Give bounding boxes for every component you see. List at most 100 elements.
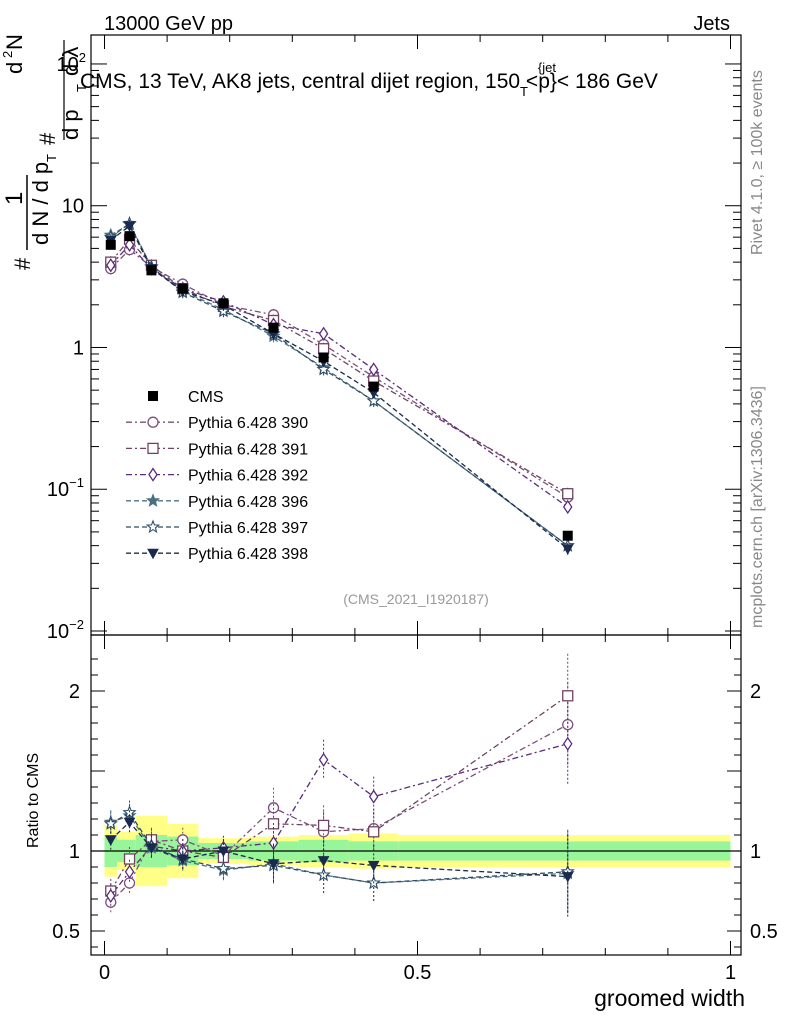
series-point bbox=[562, 488, 574, 500]
ratio-panel-frame bbox=[90, 634, 742, 956]
legend-item-2: Pythia 6.428 392 bbox=[126, 467, 308, 485]
series-ratio-line bbox=[110, 815, 568, 884]
data-point bbox=[146, 265, 157, 276]
series-ratio-point bbox=[103, 816, 118, 830]
series-ratio-point bbox=[561, 872, 574, 883]
series-ratio-point bbox=[176, 854, 189, 866]
x-axis-label: groomed width bbox=[594, 985, 745, 1011]
ratio-tick-label-right: 2 bbox=[750, 681, 761, 703]
legend-item-5: Pythia 6.428 398 bbox=[126, 546, 308, 563]
series-ratio-point bbox=[124, 864, 135, 879]
series-ratio-point bbox=[317, 856, 330, 867]
legend-label: Pythia 6.428 396 bbox=[188, 494, 308, 511]
y-label-n: N bbox=[2, 34, 27, 50]
series-ratio-point bbox=[216, 861, 231, 875]
data-point bbox=[124, 231, 135, 242]
legend-label: Pythia 6.428 398 bbox=[188, 546, 308, 563]
y-axis-label: # 1 d N / d p T # d 2 N d p T d λ bbox=[0, 34, 89, 270]
series-ratio-point bbox=[368, 789, 379, 804]
legend-label: Pythia 6.428 390 bbox=[188, 415, 308, 432]
header-right: Jets bbox=[693, 13, 730, 35]
legend-label: CMS bbox=[188, 389, 224, 406]
series-ratio-point bbox=[267, 859, 280, 870]
legend-marker bbox=[147, 442, 159, 455]
data-point bbox=[368, 381, 379, 392]
legend-marker bbox=[148, 467, 158, 482]
series-ratio-point bbox=[562, 690, 574, 702]
series-5 bbox=[104, 219, 574, 919]
y-label-dlambda: d λ bbox=[58, 47, 83, 76]
series-point bbox=[317, 343, 330, 355]
header-left: 13000 GeV pp bbox=[104, 13, 233, 35]
series-ratio-point bbox=[105, 888, 116, 903]
series-ratio-line bbox=[110, 821, 568, 878]
series-point bbox=[368, 362, 379, 377]
side-label-top: Rivet 4.1.0, ≥ 100k events bbox=[749, 70, 766, 255]
y-label-dpt: d p bbox=[58, 109, 83, 140]
series-ratio-point bbox=[104, 835, 117, 846]
axes-ticks: 0 0.5 1 10−2 10−1 1 10 102 0.5 0.5 1 1 2 2 bbox=[47, 35, 778, 984]
ratio-tick-label: 2 bbox=[69, 681, 80, 703]
y-label-hash-2: # bbox=[35, 132, 60, 145]
y-label-t1: T bbox=[44, 154, 59, 162]
legend-item-4: Pythia 6.428 397 bbox=[126, 519, 308, 537]
legend: CMS Pythia 6.428 390 Pythia 6.428 391 Pythi… bbox=[126, 389, 308, 563]
legend-item-0: Pythia 6.428 390 bbox=[126, 415, 308, 432]
x-tick-label: 0.5 bbox=[404, 962, 432, 984]
series-2 bbox=[105, 237, 573, 908]
series-line bbox=[110, 222, 569, 547]
y-label-2: 2 bbox=[0, 51, 15, 58]
series-ratio-point bbox=[217, 846, 230, 858]
series-line bbox=[110, 224, 569, 550]
legend-marker bbox=[145, 519, 161, 534]
series-point bbox=[124, 237, 135, 252]
legend-label: Pythia 6.428 392 bbox=[188, 468, 308, 485]
y-tick-label: 10−1 bbox=[47, 475, 84, 501]
title-sub: T bbox=[520, 84, 528, 99]
series-point bbox=[561, 544, 574, 555]
series-3 bbox=[103, 216, 575, 916]
series-ratio-point bbox=[317, 819, 330, 832]
data-layer bbox=[105, 231, 573, 541]
series-point bbox=[105, 258, 116, 273]
series-point bbox=[123, 221, 136, 232]
legend-item-data: CMS bbox=[148, 389, 224, 406]
ratio-tick-label-right: 1 bbox=[750, 841, 761, 863]
series-ratio-point bbox=[123, 817, 136, 829]
ratio-tick-label: 1 bbox=[69, 841, 80, 863]
series-point bbox=[366, 393, 381, 407]
plot-title: CMS, 13 TeV, AK8 jets, central dijet reg… bbox=[80, 60, 658, 99]
ratio-tick-label: 0.5 bbox=[52, 921, 80, 943]
data-point bbox=[562, 530, 573, 541]
title-main: CMS, 13 TeV, AK8 jets, central dijet reg… bbox=[80, 70, 550, 93]
ratio-y-axis-label: Ratio to CMS bbox=[25, 753, 42, 848]
ratio-tick-label-right: 0.5 bbox=[750, 921, 778, 943]
legend-label: Pythia 6.428 391 bbox=[188, 441, 308, 458]
series-point bbox=[562, 499, 573, 515]
series-4 bbox=[103, 215, 575, 914]
series-point bbox=[316, 361, 331, 376]
series-0 bbox=[105, 243, 574, 915]
data-point bbox=[268, 322, 279, 333]
series-line bbox=[110, 223, 569, 547]
y-tick-label: 10 bbox=[62, 196, 84, 218]
data-point bbox=[177, 283, 188, 294]
y-label-d: d bbox=[2, 62, 27, 74]
y-label-one: 1 bbox=[1, 192, 28, 205]
analysis-watermark: (CMS_2021_I1920187) bbox=[343, 591, 489, 607]
series-ratio-point bbox=[562, 718, 574, 731]
legend-item-1: Pythia 6.428 391 bbox=[126, 441, 308, 458]
title-end: }< 186 GeV bbox=[550, 70, 658, 93]
x-tick-label: 0 bbox=[99, 962, 110, 984]
series-ratio-point bbox=[368, 826, 380, 838]
side-label-bottom: mcplots.cern.ch [arXiv:1306.3436] bbox=[749, 386, 766, 628]
series-ratio-point bbox=[318, 752, 329, 767]
legend-marker bbox=[145, 493, 161, 507]
legend-item-3: Pythia 6.428 396 bbox=[126, 493, 308, 511]
y-tick-label: 10−2 bbox=[47, 617, 84, 643]
series-line bbox=[110, 238, 569, 495]
y-label-t2: T bbox=[74, 84, 89, 92]
legend-label: Pythia 6.428 397 bbox=[188, 520, 308, 537]
series-ratio-point bbox=[145, 843, 158, 854]
series-ratio-point bbox=[562, 736, 573, 751]
